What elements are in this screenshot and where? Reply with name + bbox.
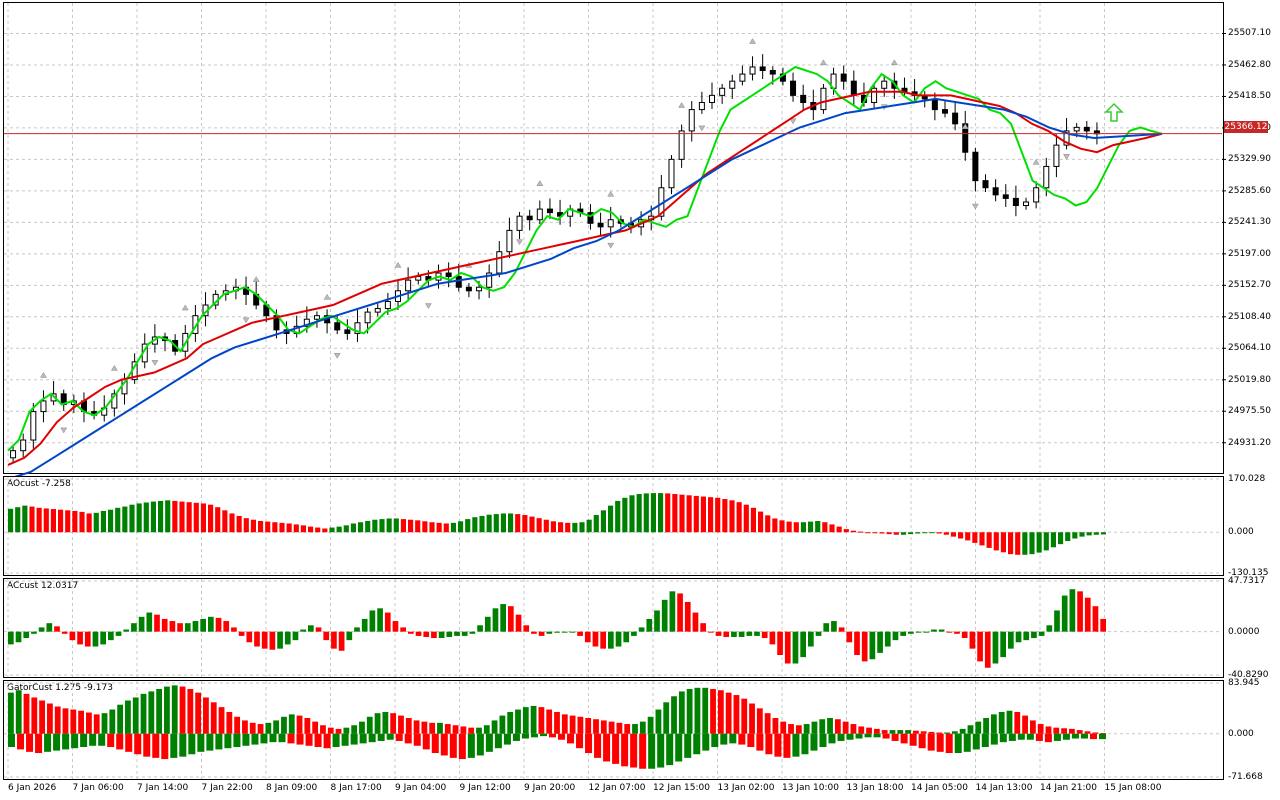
time-tick: 9 Jan 12:00 [459,783,511,793]
price-tick: 25285.60 [1228,185,1271,196]
gator-tick: -71.668 [1228,772,1263,782]
price-tick: 24931.20 [1228,437,1271,448]
ac-title: ACcust 12.0317 [7,581,79,591]
price-tick: 24975.50 [1228,406,1271,417]
time-tick: 13 Jan 02:00 [717,783,775,793]
time-tick: 14 Jan 05:00 [911,783,968,793]
time-tick: 8 Jan 17:00 [330,783,382,793]
price-tick: 25019.80 [1228,374,1271,385]
gator-tick: 0.000 [1228,728,1254,739]
price-tick: 25064.10 [1228,343,1271,354]
price-tick: 25329.90 [1228,154,1271,165]
time-tick: 12 Jan 15:00 [653,783,710,793]
gator-title: GatorCust 1.275 -9.173 [7,683,113,693]
time-tick: 14 Jan 21:00 [1040,783,1097,793]
ao-tick: 0.000 [1228,527,1254,538]
time-tick: 15 Jan 08:00 [1104,783,1162,793]
gator-tick: 83.945 [1228,678,1260,688]
price-tick: 25462.80 [1228,59,1271,70]
time-tick: 7 Jan 06:00 [72,783,124,793]
time-tick: 7 Jan 22:00 [201,783,253,793]
price-tick: 25108.40 [1228,311,1271,322]
time-tick: 14 Jan 13:00 [975,783,1033,793]
ao-pane[interactable]: AOcust -7.258 [3,476,1224,576]
price-pane[interactable] [3,2,1224,474]
ao-title: AOcust -7.258 [7,479,71,489]
ac-pane[interactable]: ACcust 12.0317 [3,578,1224,678]
time-tick: 8 Jan 09:00 [266,783,318,793]
time-tick: 6 Jan 2026 [8,783,57,793]
price-tick: 25507.10 [1228,28,1271,39]
time-tick: 12 Jan 07:00 [588,783,646,793]
gator-pane[interactable]: GatorCust 1.275 -9.173 [3,680,1224,780]
ao-tick: 170.028 [1228,474,1266,484]
ac-tick: -40.8290 [1228,670,1269,680]
current-price-label: 25366.12 [1224,121,1268,133]
time-tick: 9 Jan 04:00 [395,783,447,793]
time-tick: 7 Jan 14:00 [137,783,189,793]
time-tick: 13 Jan 10:00 [782,783,839,793]
time-tick: 9 Jan 20:00 [524,783,576,793]
price-tick: 25197.00 [1228,248,1271,259]
ac-tick: 0.0000 [1228,626,1260,637]
price-tick: 25241.30 [1228,217,1271,228]
ac-tick: 47.7317 [1228,576,1266,586]
time-tick: 13 Jan 18:00 [846,783,904,793]
price-tick: 25418.50 [1228,91,1271,102]
price-tick: 25152.70 [1228,280,1271,291]
ao-tick: -130.135 [1228,568,1269,578]
